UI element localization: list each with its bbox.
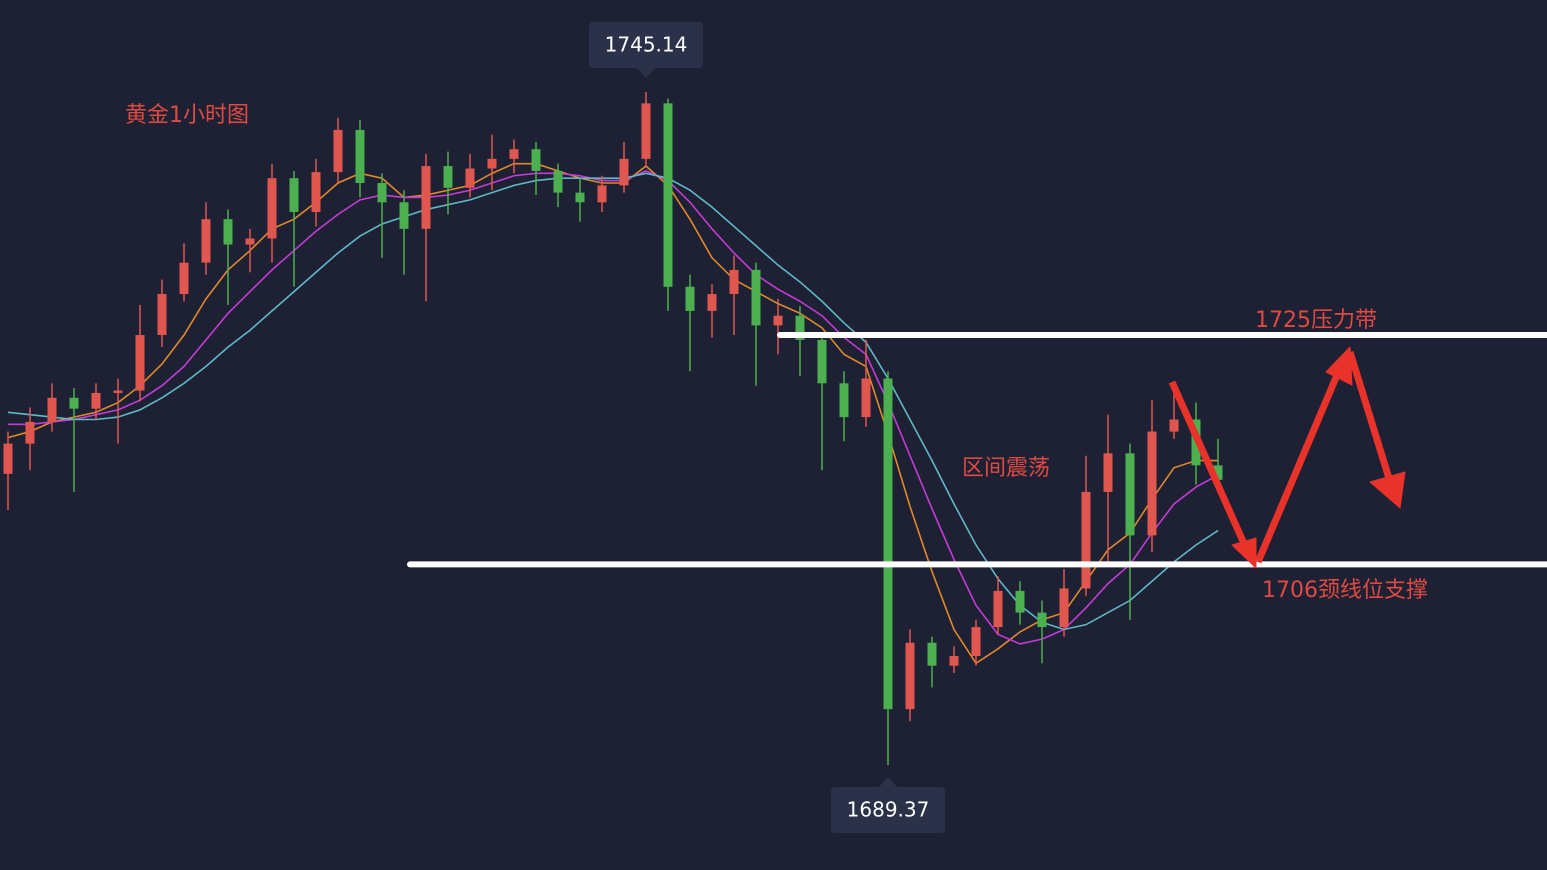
price-tag-pointer [879,777,897,787]
arrow-shaft [1254,366,1344,564]
candle-body [377,182,387,203]
plot-area: 1725压力带 1706颈线位支撑 1745.14 1689.37 [3,22,1547,833]
candle-body [465,168,475,188]
candle-body [597,185,607,203]
arrow-shaft [1168,380,1250,550]
candle-body [69,397,79,409]
candle-body [1015,590,1025,613]
candle-body [1059,588,1069,628]
candle-body [1213,465,1223,480]
candle-body [443,166,453,188]
candle-body [619,158,629,186]
candle-body [553,170,563,193]
candle-body [685,286,695,311]
candle-body [729,269,739,295]
candle-body [1169,419,1179,432]
arrow-shaft [1346,350,1396,490]
candle-body [399,202,409,229]
candle-body [179,262,189,295]
candle-body [91,392,101,409]
moving-average [8,170,1219,645]
candle-body [773,315,783,326]
forecast-arrows [1168,346,1406,569]
candle-body [883,378,893,710]
candle-body [817,339,827,384]
level-label: 1725压力带 [1255,308,1377,333]
moving-average [7,162,1218,665]
candle-body [971,627,981,657]
arrow-head [1369,471,1406,509]
candle-body [575,192,585,203]
chart-title: 黄金1小时图 [125,103,249,128]
candle-body [641,103,651,159]
candle-body [135,335,145,391]
price-tag-label: 1745.14 [605,33,688,57]
candle-body [421,166,431,229]
candle-body [509,149,519,159]
candle-body [707,294,717,311]
candle-body [157,294,167,336]
candle-body [201,219,211,263]
candle-body [289,178,299,212]
candle-body [861,378,871,418]
candle-body [311,172,321,212]
price-tag-label: 1689.37 [847,798,930,822]
price-tag [831,787,945,833]
candle-body [487,158,497,169]
candle-body [333,129,343,173]
range-annotation: 区间震荡 [962,456,1050,481]
candle-body [267,178,277,239]
candle-body [663,103,673,287]
candle-body [3,443,13,474]
candle-body [1147,431,1157,536]
candle-body [113,390,123,393]
candle-body [1081,491,1091,589]
candle-body [223,219,233,245]
candle-body [839,383,849,418]
candle-body [949,656,959,666]
candle-body [245,238,255,245]
candle-body [1037,612,1047,628]
candle-body [905,642,915,710]
candle-body [993,590,1003,628]
candle-body [795,315,805,340]
candle-body [927,642,937,666]
price-tag-pointer [637,68,655,78]
candle-body [531,149,541,171]
candle-body [355,129,365,183]
candle-body [1103,453,1113,492]
arrow-head [1231,537,1257,569]
level-label: 1706颈线位支撑 [1262,578,1428,603]
candle-body [25,421,35,444]
candle-body [1125,453,1135,536]
candle-body [47,397,57,422]
candle-body [751,269,761,326]
price-tag [589,22,703,68]
